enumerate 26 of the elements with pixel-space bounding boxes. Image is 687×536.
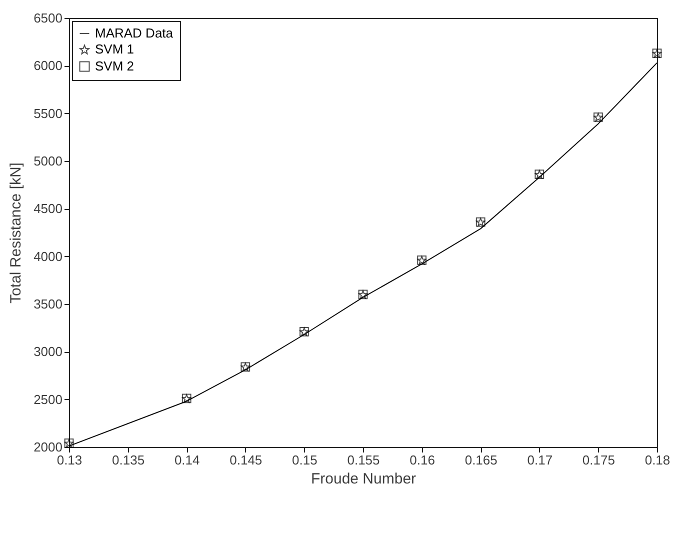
x-tick-label: 0.17	[527, 452, 553, 468]
y-tick-label: 2000	[34, 440, 62, 454]
y-tick-label: 4500	[34, 201, 62, 216]
legend-label: SVM 1	[95, 42, 134, 56]
y-tick-label: 3500	[34, 296, 62, 312]
x-tick-label: 0.16	[410, 452, 435, 468]
y-tick-label: 6000	[34, 58, 62, 74]
y-tick-label: 4000	[34, 248, 62, 264]
x-tick-label: 0.155	[347, 452, 380, 468]
y-tick-label: 5500	[34, 106, 62, 121]
y-tick-label: 6500	[34, 10, 62, 26]
x-tick-label: 0.18	[644, 452, 670, 468]
y-tick-label: 3000	[34, 344, 62, 360]
x-tick-label: 0.135	[112, 452, 145, 468]
x-tick-label: 0.175	[582, 452, 615, 468]
x-tick-label: 0.145	[230, 452, 262, 468]
y-tick-label: 5000	[34, 154, 62, 168]
legend-label: SVM 2	[95, 58, 134, 74]
legend-label: MARAD Data	[95, 26, 174, 40]
x-tick-label: 0.165	[464, 452, 498, 468]
x-tick-label: 0.15	[292, 452, 318, 468]
y-axis-title: Total Resistance [kN]	[8, 162, 25, 304]
x-tick-label: 0.13	[56, 452, 82, 468]
x-tick-label: 0.14	[174, 452, 200, 468]
y-tick-label: 2500	[34, 392, 62, 407]
x-axis-title: Froude Number	[310, 470, 416, 488]
